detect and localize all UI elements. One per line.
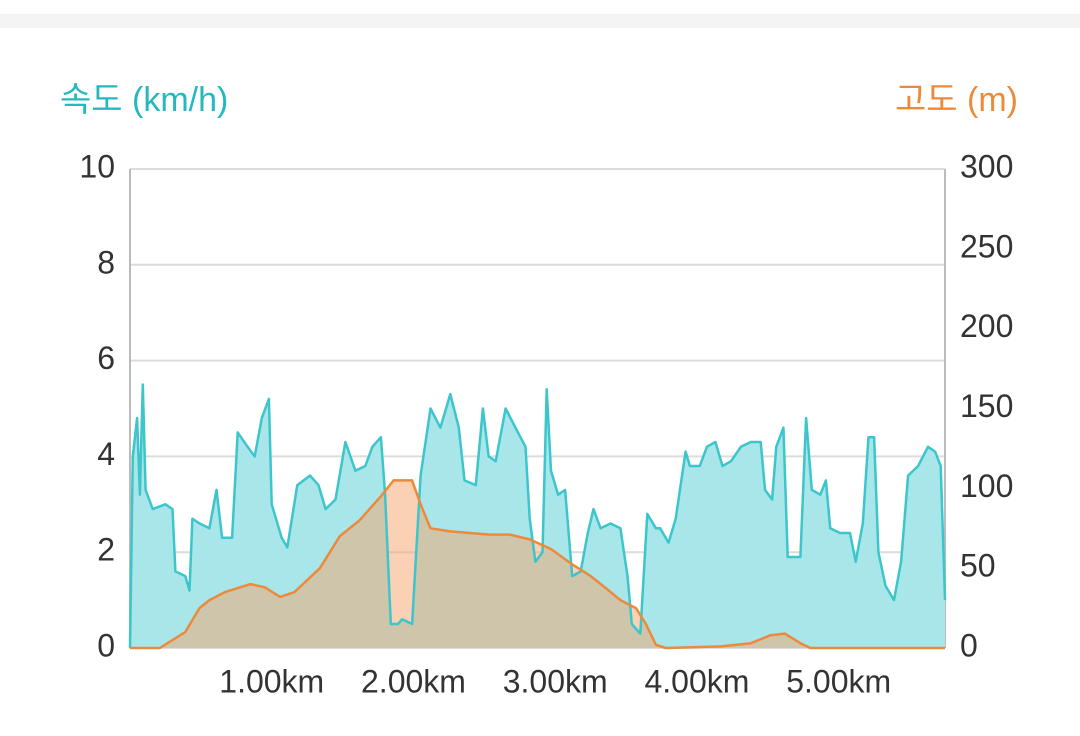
y2-tick-label: 200 [960, 308, 1013, 344]
y-tick-label: 0 [97, 627, 115, 663]
y-tick-label: 2 [97, 532, 115, 568]
x-tick-label: 3.00km [503, 663, 608, 699]
y2-tick-label: 50 [960, 548, 996, 584]
y2-tick-label: 250 [960, 228, 1013, 264]
y2-tick-label: 0 [960, 627, 978, 663]
y-tick-label: 6 [97, 340, 115, 376]
x-tick-label: 4.00km [644, 663, 749, 699]
y-tick-label: 4 [97, 436, 115, 472]
area [130, 480, 945, 648]
y2-tick-label: 100 [960, 468, 1013, 504]
y-tick-label: 8 [97, 244, 115, 280]
y2-axis-title: 고도 (m) [895, 81, 1018, 119]
x-tick-label: 2.00km [361, 663, 466, 699]
y2-tick-label: 300 [960, 148, 1013, 184]
y-axis-title: 속도 (km/h) [60, 81, 228, 119]
top-bar [0, 14, 1080, 28]
y2-tick-label: 150 [960, 388, 1013, 424]
y-tick-label: 10 [79, 148, 115, 184]
line [130, 479, 945, 650]
x-tick-label: 1.00km [219, 663, 324, 699]
line [128, 383, 947, 649]
x-tick-label: 5.00km [786, 663, 891, 699]
